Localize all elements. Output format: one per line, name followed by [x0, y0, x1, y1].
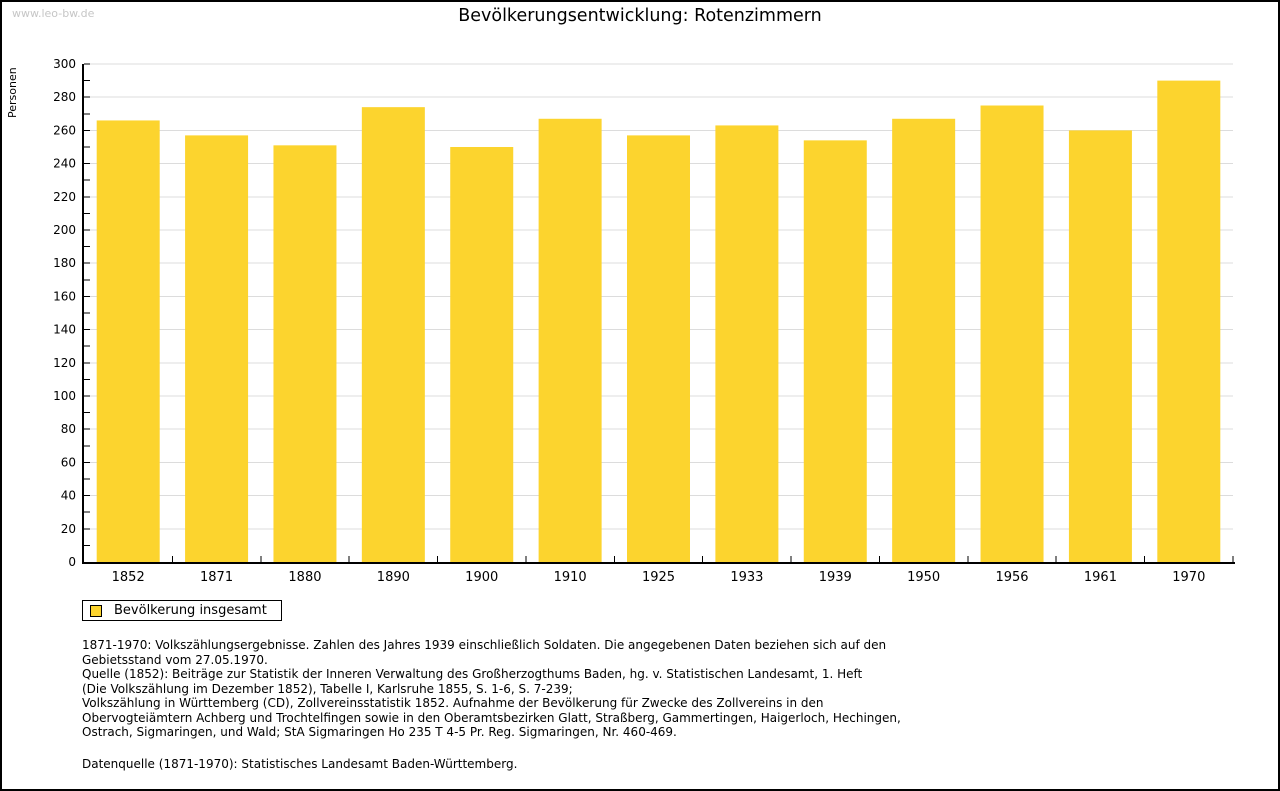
footnote-line: 1871-1970: Volkszählungsergebnisse. Zahl…: [82, 638, 887, 652]
bar-1933: [715, 125, 779, 563]
bar-1925: [627, 135, 690, 562]
x-tick-label: 1970: [1172, 570, 1205, 585]
y-tick-label: 180: [53, 256, 76, 270]
legend-swatch-icon: [90, 604, 102, 617]
y-tick-label: 120: [53, 356, 76, 370]
legend: Bevölkerung insgesamt: [82, 600, 282, 621]
x-tick-label: 1950: [907, 570, 940, 585]
y-tick-label: 140: [53, 323, 76, 337]
bar-1970: [1157, 80, 1221, 562]
y-tick-label: 80: [61, 422, 76, 436]
footnote-line: Obervogteiämtern Achberg und Trochtelfin…: [82, 710, 901, 725]
x-tick-label: 1961: [1084, 570, 1117, 585]
bar-1956: [980, 105, 1044, 562]
footnote-line: (Die Volkszählung im Dezember 1852), Tab…: [82, 681, 573, 696]
x-tick-label: 1890: [377, 570, 410, 585]
bar-1961: [1068, 130, 1132, 562]
bar-1939: [803, 140, 867, 563]
x-tick-label: 1910: [554, 570, 587, 585]
y-tick-label: 60: [61, 455, 76, 469]
y-tick-label: 0: [68, 555, 76, 569]
x-axis: [82, 562, 1235, 564]
watermark-url: www.leo-bw.de: [12, 7, 95, 20]
x-tick-label: 1880: [288, 570, 321, 585]
bar-1890: [361, 107, 425, 562]
y-tick-label: 100: [53, 389, 76, 403]
x-tick-label: 1939: [819, 570, 852, 585]
bar-1900: [450, 147, 514, 562]
y-tick-label: 20: [61, 522, 76, 536]
legend-label: Bevölkerung insgesamt: [114, 603, 267, 618]
y-tick-label: 200: [53, 223, 76, 237]
bar-1871: [185, 135, 249, 562]
x-tick-label: 1871: [200, 570, 233, 585]
page-title: Bevölkerungsentwicklung: Rotenzimmern: [458, 6, 822, 26]
y-tick-label: 220: [53, 190, 76, 204]
y-tick-label: 160: [53, 289, 76, 303]
y-tick-label: 280: [53, 90, 76, 104]
y-tick-label: 240: [53, 157, 76, 171]
footnotes: 1871-1970: Volkszählungsergebnisse. Zahl…: [82, 638, 901, 771]
x-tick-label: 1852: [112, 570, 145, 585]
bar-1880: [273, 145, 337, 562]
bar-1852: [96, 120, 160, 562]
x-tick-label: 1933: [730, 570, 763, 585]
footnote-line: Gebietsstand vom 27.05.1970.: [82, 652, 268, 667]
population-bar-chart: 0 20 40 60 80 100 120 140 160 180 200 220 240 260 280 3…: [2, 42, 1278, 597]
footnote-line: Volkszählung in Württemberg (CD), Zollve…: [82, 696, 824, 711]
y-tick-label: 40: [61, 489, 76, 503]
datasource-line: Datenquelle (1871-1970): Statistisches L…: [82, 756, 518, 771]
bar-1910: [538, 118, 602, 562]
y-tick-label: 300: [53, 57, 76, 71]
x-tick-label: 1925: [642, 570, 675, 585]
y-tick-label: 260: [53, 123, 76, 137]
x-tick-label: 1900: [465, 570, 498, 585]
y-axis: [82, 64, 84, 564]
footnote-line: Quelle (1852): Beiträge zur Statistik de…: [82, 667, 863, 682]
bar-1950: [892, 118, 956, 562]
y-axis-title: Personen: [6, 67, 19, 118]
x-tick-label: 1956: [995, 570, 1028, 585]
footnote-line: Ostrach, Sigmaringen, und Wald; StA Sigm…: [82, 725, 677, 740]
